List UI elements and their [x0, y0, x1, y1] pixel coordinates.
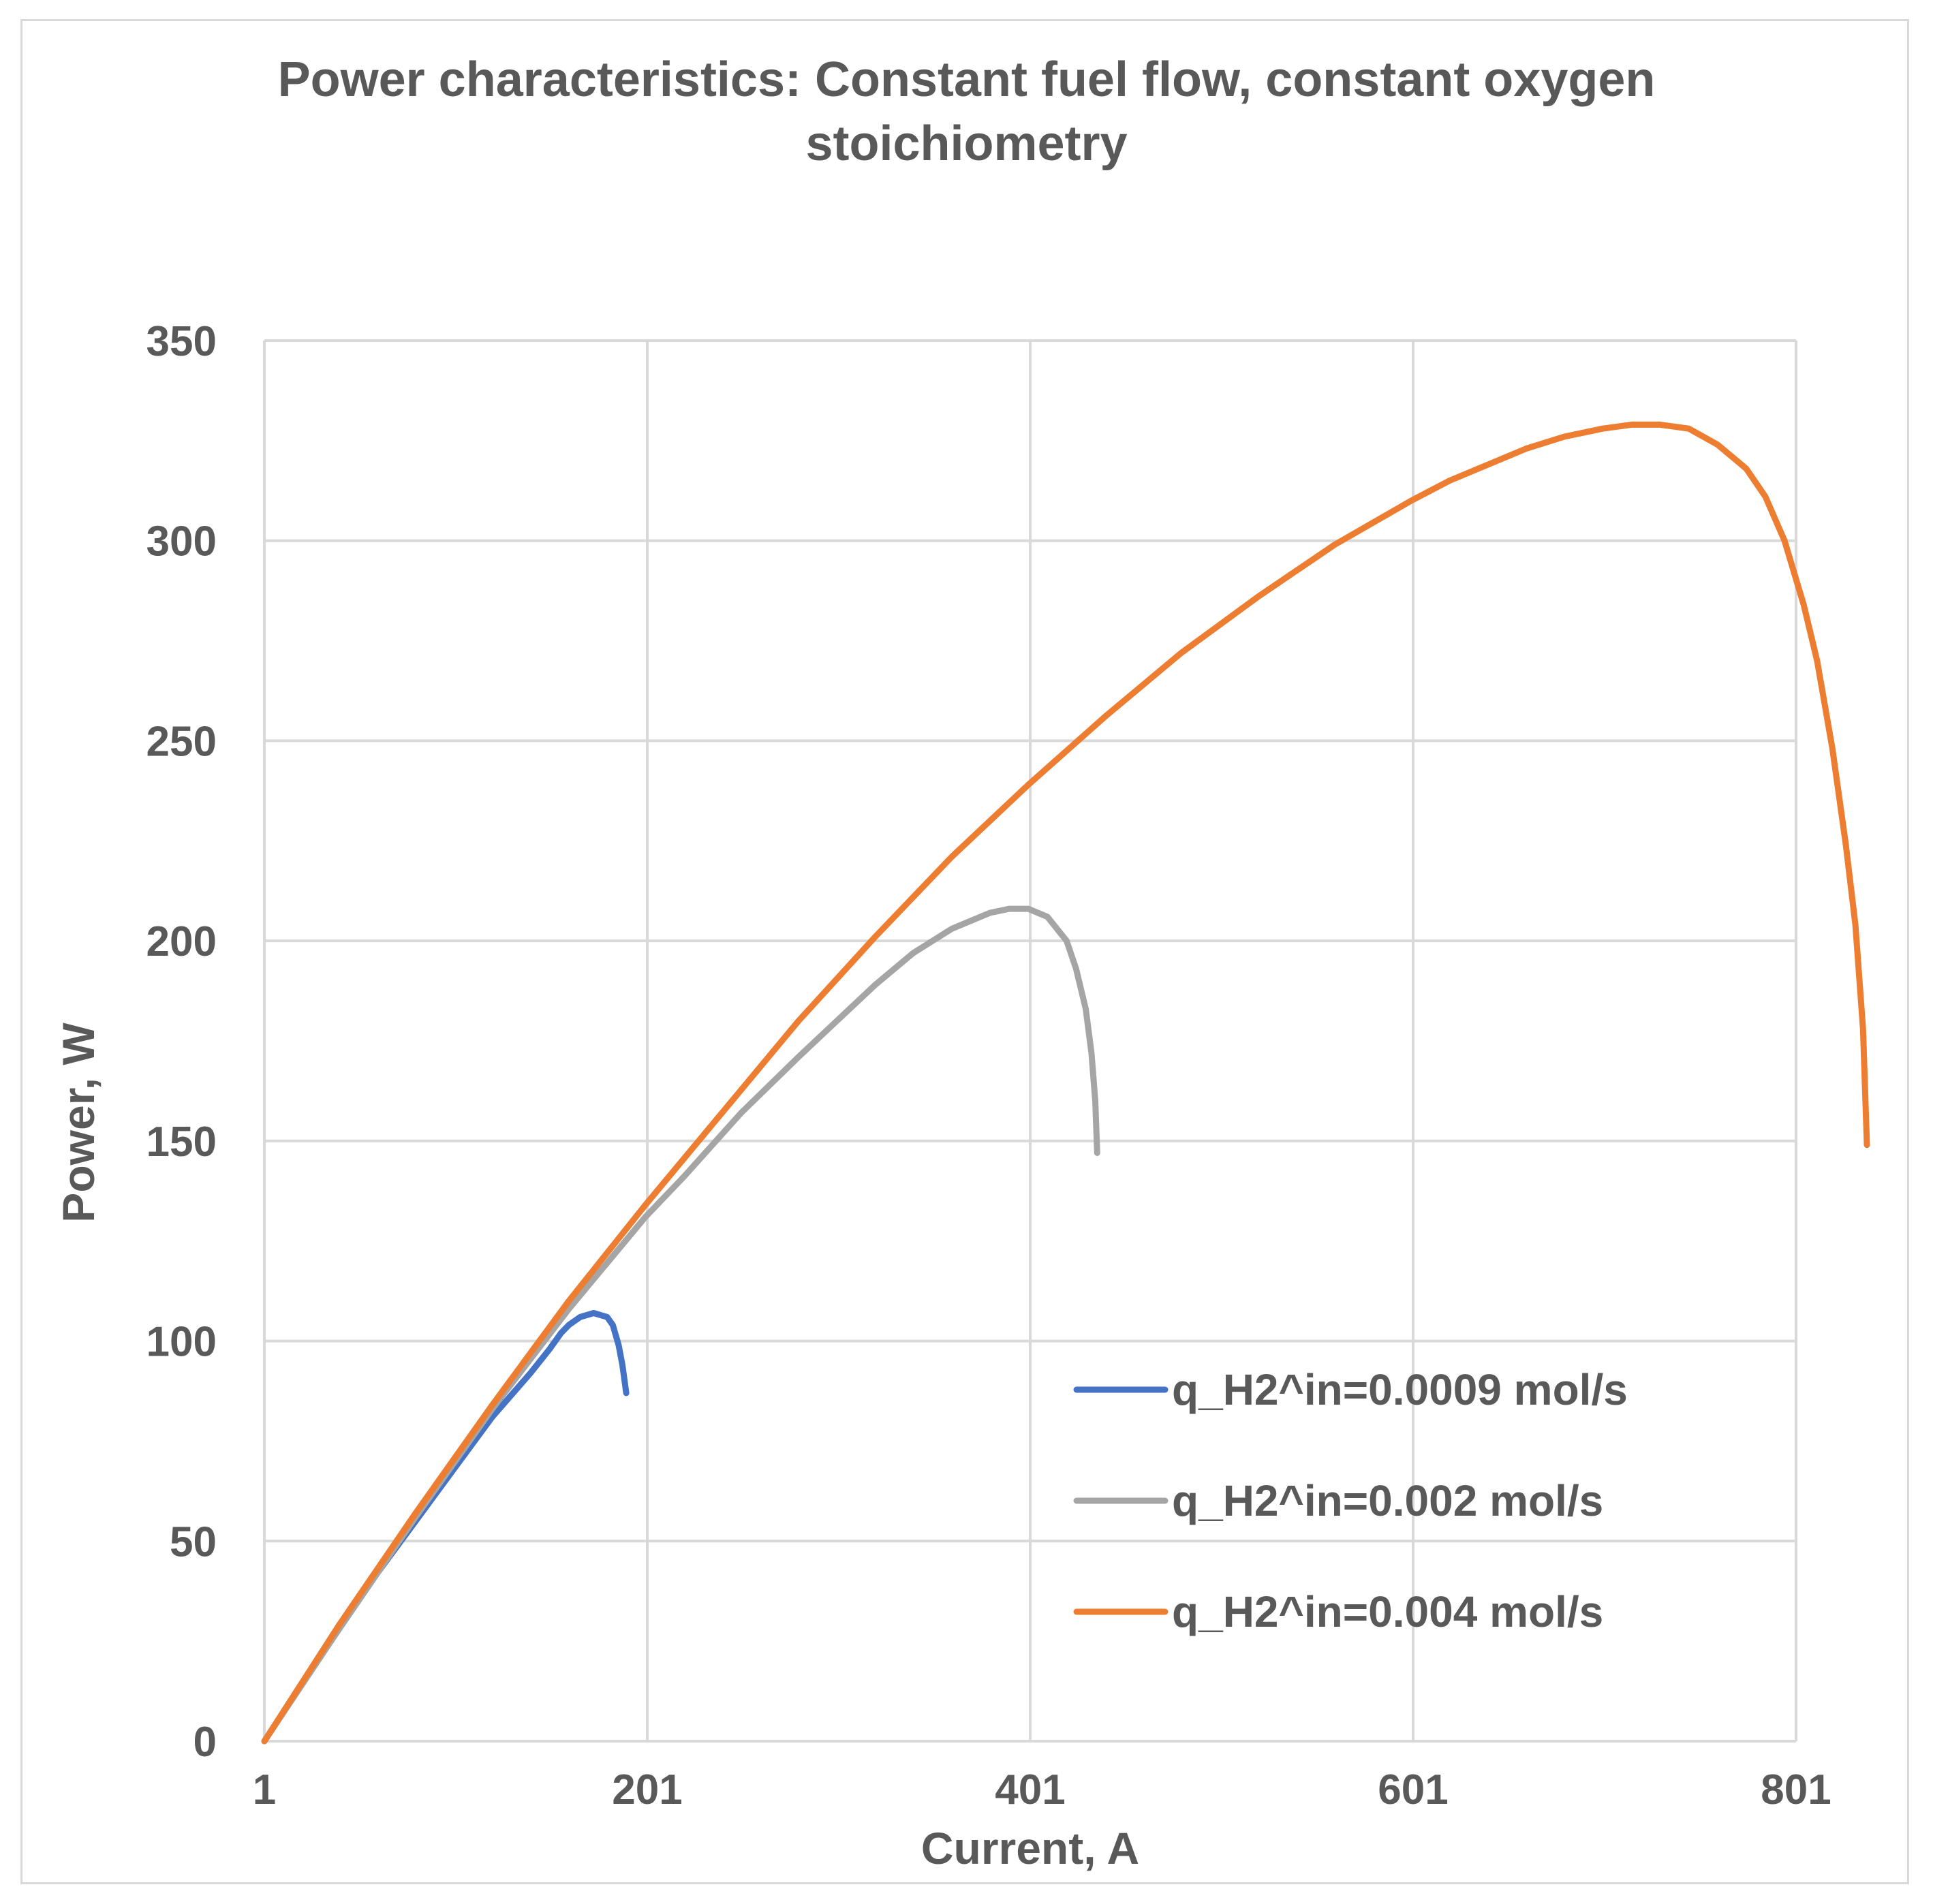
chart-title-line-2: stoichiometry — [805, 116, 1128, 171]
y-tick-label: 250 — [146, 718, 217, 765]
chart-title: Power characteristics: Constant fuel flo… — [0, 48, 1933, 176]
x-tick-label: 1 — [253, 1766, 276, 1813]
y-tick-label: 150 — [146, 1119, 217, 1166]
y-tick-label: 0 — [194, 1719, 217, 1766]
legend-label-1: q_H2^in=0.0009 mol/s — [1172, 1365, 1628, 1414]
x-tick-label: 601 — [1378, 1766, 1448, 1813]
series-line-1 — [261, 1310, 630, 1745]
x-tick-label: 201 — [612, 1766, 682, 1813]
y-tick-label: 100 — [146, 1319, 217, 1366]
chart-frame — [20, 19, 1909, 1884]
y-tick-label: 50 — [170, 1518, 217, 1565]
series-layer — [261, 421, 1870, 1745]
y-tick-label: 200 — [146, 918, 217, 965]
y-tick-label: 350 — [146, 318, 217, 365]
legend: q_H2^in=0.0009 mol/s q_H2^in=0.002 mol/s q… — [1073, 1365, 1628, 1636]
series-line-2 — [261, 905, 1100, 1745]
legend-label-3: q_H2^in=0.004 mol/s — [1172, 1587, 1603, 1636]
grid-layer — [263, 339, 1797, 1743]
x-tick-label: 801 — [1761, 1766, 1831, 1813]
x-tick-label: 401 — [995, 1766, 1065, 1813]
y-axis-title: Power, W — [53, 1023, 104, 1223]
legend-label-2: q_H2^in=0.002 mol/s — [1172, 1476, 1603, 1525]
y-tick-label: 300 — [146, 518, 217, 565]
tick-labels: 0 50 100 150 200 250 300 350 1 201 401 601 801 — [146, 318, 1831, 1813]
x-axis-title: Current, A — [921, 1823, 1139, 1873]
chart-title-line-1: Power characteristics: Constant fuel flo… — [277, 52, 1656, 107]
series-line-3 — [261, 421, 1870, 1745]
